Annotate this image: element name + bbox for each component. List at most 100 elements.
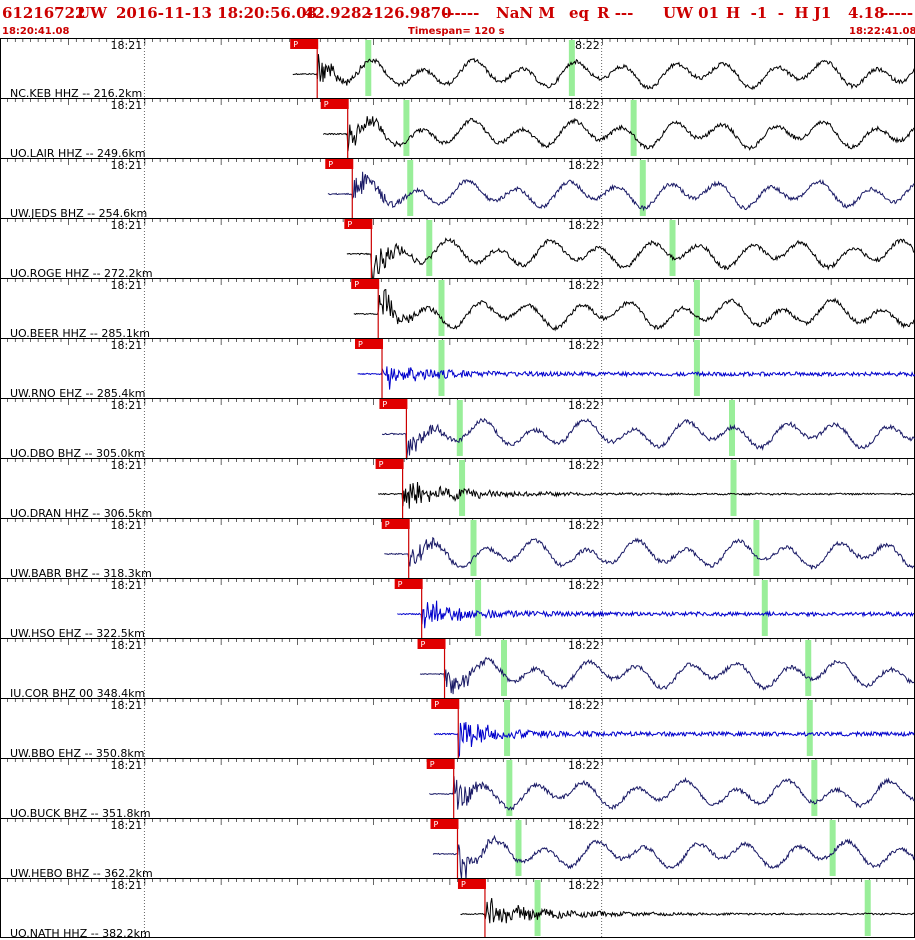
station-label[interactable]: UO.BEER HHZ -- 285.1km	[10, 327, 150, 340]
station-label[interactable]: UW.HEBO BHZ -- 362.2km	[10, 867, 153, 880]
waveform-trace	[384, 536, 915, 570]
trace-panel: 18:21 18:22 P UO.DRAN HHZ -- 306.5km	[0, 458, 915, 520]
s-arrival-marker	[456, 400, 463, 456]
p-pick-box[interactable]	[379, 399, 408, 409]
s-arrival-marker	[475, 580, 482, 636]
waveform-trace	[357, 366, 915, 390]
trace-panel: 18:21 18:22 P UO.DBO BHZ -- 305.0km	[0, 398, 915, 461]
event-review: R ---	[597, 4, 634, 22]
p-pick-label: P	[293, 40, 298, 49]
station-label[interactable]: UO.LAIR HHZ -- 249.6km	[10, 147, 146, 160]
station-label[interactable]: UW.BBO EHZ -- 350.8km	[10, 747, 144, 760]
minute-tick-label: 18:21	[111, 459, 143, 472]
minute-tick-label: 18:22	[568, 759, 600, 772]
p-pick-box[interactable]	[355, 339, 384, 349]
trace-panel: 18:21 18:22 P IU.COR BHZ 00 348.4km	[0, 638, 915, 700]
s-arrival-marker	[568, 40, 575, 96]
waveform-trace	[429, 776, 915, 811]
minute-tick-label: 18:21	[111, 519, 143, 532]
s-arrival-marker	[693, 280, 700, 336]
station-label[interactable]: UO.DRAN HHZ -- 306.5km	[10, 507, 152, 520]
p-pick-box[interactable]	[417, 639, 446, 649]
s-arrival-marker	[438, 340, 445, 396]
s-arrival-marker	[426, 220, 433, 276]
p-pick-label: P	[434, 700, 439, 709]
minute-tick-label: 18:22	[568, 459, 600, 472]
p-pick-label: P	[347, 220, 352, 229]
trace-panel: 18:21 18:22 P UO.BEER HHZ -- 285.1km	[0, 278, 915, 340]
s-arrival-marker	[639, 160, 646, 216]
s-arrival-marker	[506, 760, 513, 816]
p-pick-box[interactable]	[375, 459, 404, 469]
p-pick-box[interactable]	[320, 99, 349, 109]
station-label[interactable]: UW.HSO EHZ -- 322.5km	[10, 627, 145, 640]
waveform-trace	[327, 171, 915, 212]
waveform-trace	[460, 898, 915, 924]
s-arrival-marker	[459, 460, 466, 516]
p-pick-label: P	[354, 280, 359, 289]
station-label[interactable]: UO.NATH HHZ -- 382.2km	[10, 927, 151, 940]
trace-panel: 18:21 18:22 P NC.KEB HHZ -- 216.2km	[0, 38, 915, 100]
minute-tick-label: 18:21	[111, 819, 143, 832]
event-header: 61216722 UW 2016-11-13 18:20:56.08 42.92…	[0, 0, 915, 26]
event-source: UW 01	[663, 4, 720, 22]
p-pick-label: P	[398, 580, 403, 589]
p-pick-box[interactable]	[426, 759, 455, 769]
waveform-trace	[377, 481, 915, 509]
p-pick-label: P	[358, 340, 363, 349]
p-pick-box[interactable]	[457, 879, 486, 889]
station-label[interactable]: UO.ROGE HHZ -- 272.2km	[10, 267, 153, 280]
event-type: eq	[569, 4, 590, 22]
s-arrival-marker	[829, 820, 836, 876]
minute-tick-label: 18:22	[568, 279, 600, 292]
s-arrival-marker	[753, 520, 760, 576]
minute-tick-label: 18:22	[568, 819, 600, 832]
p-pick-label: P	[382, 400, 387, 409]
p-pick-box[interactable]	[290, 39, 319, 49]
p-pick-box[interactable]	[430, 819, 459, 829]
minute-tick-label: 18:22	[568, 399, 600, 412]
s-arrival-marker	[534, 880, 541, 936]
p-pick-label: P	[434, 820, 439, 829]
waveform-trace	[322, 116, 915, 152]
waveform-trace	[433, 721, 915, 758]
station-label[interactable]: UO.BUCK BHZ -- 351.8km	[10, 807, 151, 820]
s-arrival-marker	[515, 820, 522, 876]
trace-panel: 18:21 18:22 P UW.JEDS BHZ -- 254.6km	[0, 158, 915, 220]
station-label[interactable]: UO.DBO BHZ -- 305.0km	[10, 447, 145, 460]
station-label[interactable]: UW.JEDS BHZ -- 254.6km	[10, 207, 147, 220]
s-arrival-marker	[864, 880, 871, 936]
p-pick-label: P	[324, 100, 329, 109]
minute-tick-label: 18:21	[111, 39, 143, 52]
p-pick-box[interactable]	[344, 219, 373, 229]
minute-tick-label: 18:22	[568, 339, 600, 352]
minute-tick-label: 18:22	[568, 699, 600, 712]
station-label[interactable]: IU.COR BHZ 00 348.4km	[10, 687, 145, 700]
p-pick-box[interactable]	[381, 519, 410, 529]
waveform-trace	[381, 417, 915, 461]
trace-panel: 18:21 18:22 P UW.BABR BHZ -- 318.3km	[0, 518, 915, 580]
minute-tick-label: 18:22	[568, 219, 600, 232]
p-pick-box[interactable]	[431, 699, 460, 709]
trace-panel: 18:21 18:22 P UW.RNO EHZ -- 285.4km	[0, 338, 915, 400]
minute-tick-label: 18:21	[111, 639, 143, 652]
p-pick-label: P	[430, 760, 435, 769]
trace-panel: 18:21 18:22 P UW.HSO EHZ -- 322.5km	[0, 578, 915, 640]
station-label[interactable]: UW.BABR BHZ -- 318.3km	[10, 567, 152, 580]
event-magnitude: NaN M	[496, 4, 555, 22]
s-arrival-marker	[501, 640, 508, 696]
minute-tick-label: 18:21	[111, 399, 143, 412]
waveform-trace	[419, 656, 915, 695]
minute-tick-label: 18:21	[111, 279, 143, 292]
event-lat: 42.9282	[304, 4, 372, 22]
minute-tick-label: 18:22	[568, 39, 600, 52]
p-pick-box[interactable]	[325, 159, 354, 169]
s-arrival-marker	[811, 760, 818, 816]
station-label[interactable]: UW.RNO EHZ -- 285.4km	[10, 387, 145, 400]
timespan-label: Timespan= 120 s	[408, 26, 505, 37]
p-pick-box[interactable]	[351, 279, 380, 289]
event-id: 61216722	[2, 4, 86, 22]
station-label[interactable]: NC.KEB HHZ -- 216.2km	[10, 87, 142, 100]
p-pick-box[interactable]	[394, 579, 423, 589]
